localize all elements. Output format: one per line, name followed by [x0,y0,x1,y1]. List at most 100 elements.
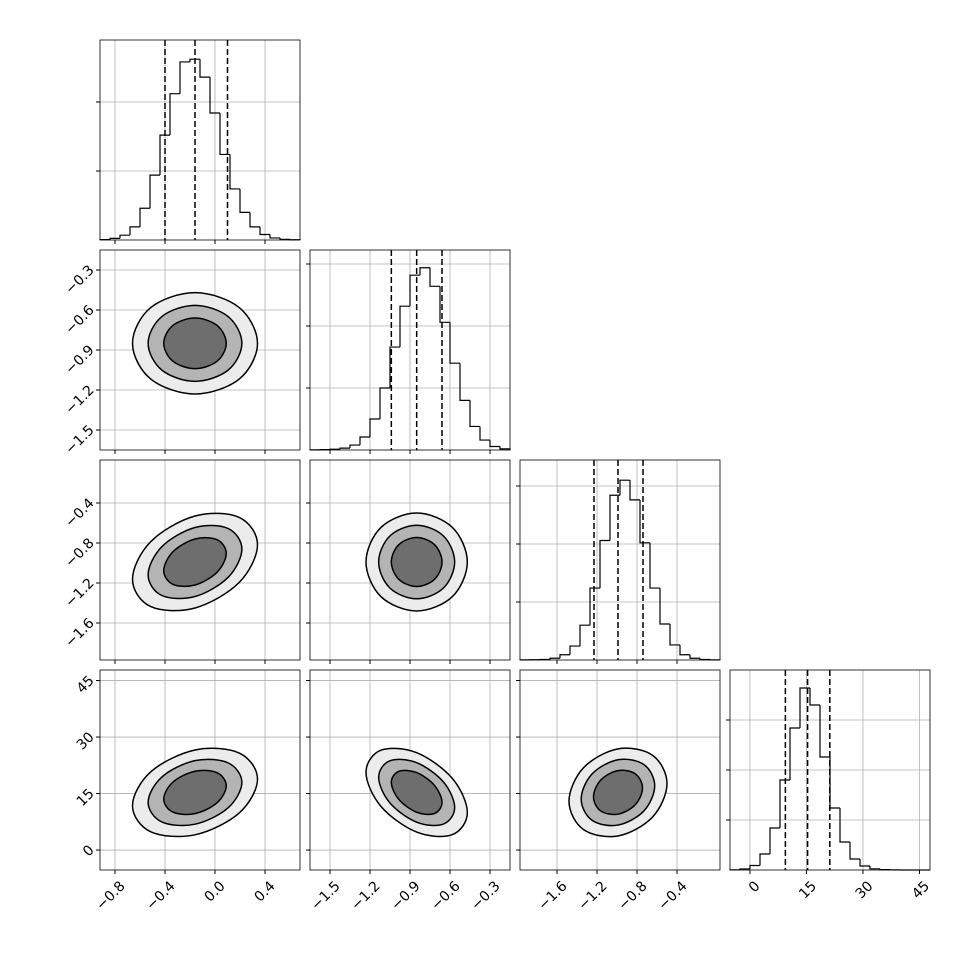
x-tick-label: −0.8 [615,878,650,913]
panel [726,669,931,874]
histogram-bin [499,446,511,450]
y-tick-label: −1.2 [62,382,97,417]
histogram-bin [569,645,580,655]
histogram-bin [819,705,830,758]
histogram-bin [839,808,850,843]
histogram-bin [369,418,380,437]
histogram-bin [209,77,220,114]
histogram-bin [249,212,260,228]
histogram-bin [259,226,270,236]
x-tick-label: −1.2 [575,878,610,913]
histogram-bin [379,387,390,420]
panel [516,459,721,664]
contour [592,769,644,816]
histogram-bin [769,827,780,854]
y-tick-label: −1.6 [62,615,97,650]
y-tick-label: −0.9 [62,342,97,377]
x-tick-label: −0.9 [388,878,423,913]
histogram-bin [279,237,290,240]
histogram-bin [189,58,200,62]
histogram-bin [199,59,210,78]
histogram-bin [549,657,560,660]
panel [96,459,301,664]
y-tick-label: −0.6 [62,302,97,337]
histogram-bin [619,479,630,496]
histogram-bin [679,644,690,656]
x-tick-label: 15 [796,878,820,902]
panel-frame [99,669,301,871]
x-tick-label: −0.8 [93,878,128,913]
histogram-bin [179,61,190,94]
x-tick-label: 0.4 [252,878,279,905]
panel-frame [309,459,511,661]
histogram-bin [829,757,840,809]
histogram-bin [439,286,450,323]
histogram-bin [589,587,600,626]
histogram-bin [649,542,660,589]
panel-frame [519,459,721,661]
histogram-bin [849,842,860,860]
y-tick-label: −0.4 [62,495,97,530]
panel [306,249,511,454]
histogram-bin [109,237,120,240]
panel-frame [729,669,931,871]
histogram-bin [169,93,180,136]
histogram-bin [389,346,400,389]
x-tick-label: −0.3 [468,878,503,913]
histogram-bin [339,447,350,450]
histogram-bin [469,400,480,428]
panel-frame [99,459,301,661]
histogram-bin [869,866,880,870]
histogram-bin [419,267,430,276]
y-tick-label: 0 [80,842,98,860]
histogram-bin [559,654,570,659]
y-tick-label: −1.5 [62,422,97,457]
contour [162,769,228,816]
panel-frame [99,249,301,451]
histogram-bin [599,539,610,589]
panel [516,669,721,874]
x-tick-label: 30 [853,878,877,902]
panel-frame [309,669,511,871]
panel [96,39,301,244]
y-tick-label: −0.8 [62,535,97,570]
histogram-bin [269,234,280,239]
histogram-bin [449,322,460,364]
histogram-bin [229,154,240,190]
histogram-bin [609,494,620,541]
y-tick-label: 30 [74,729,98,753]
x-tick-label: 0.0 [202,878,229,905]
x-tick-label: −1.5 [308,878,343,913]
contour [162,536,228,588]
x-tick-label: 45 [909,878,933,902]
histogram-bin [119,234,130,239]
y-tick-label: 45 [74,673,98,697]
histogram-bin [859,859,870,867]
histogram-bin [669,624,680,646]
histogram-bin [399,305,410,348]
x-tick-label: −1.6 [535,878,570,913]
histogram-bin [129,226,140,236]
histogram-bin [139,207,150,227]
histogram-bin [629,480,640,501]
histogram-bin [459,363,470,402]
y-tick-label: −1.2 [62,575,97,610]
histogram-bin [479,426,490,441]
x-tick-label: 0 [746,878,764,896]
panel [306,669,511,874]
contour [390,536,443,588]
histogram-bin [699,658,710,661]
panel-frame [309,249,511,451]
x-tick-label: −0.4 [143,878,178,913]
panel-frame [99,39,301,241]
panel-frame [519,669,721,871]
x-tick-label: −0.4 [655,878,690,913]
panel [96,249,301,454]
histogram-bin [489,440,500,448]
x-tick-label: −0.6 [428,878,463,913]
histogram-bin [639,499,650,544]
histogram-bin [799,687,810,728]
histogram-bin [809,688,820,706]
x-tick-label: −1.2 [348,878,383,913]
